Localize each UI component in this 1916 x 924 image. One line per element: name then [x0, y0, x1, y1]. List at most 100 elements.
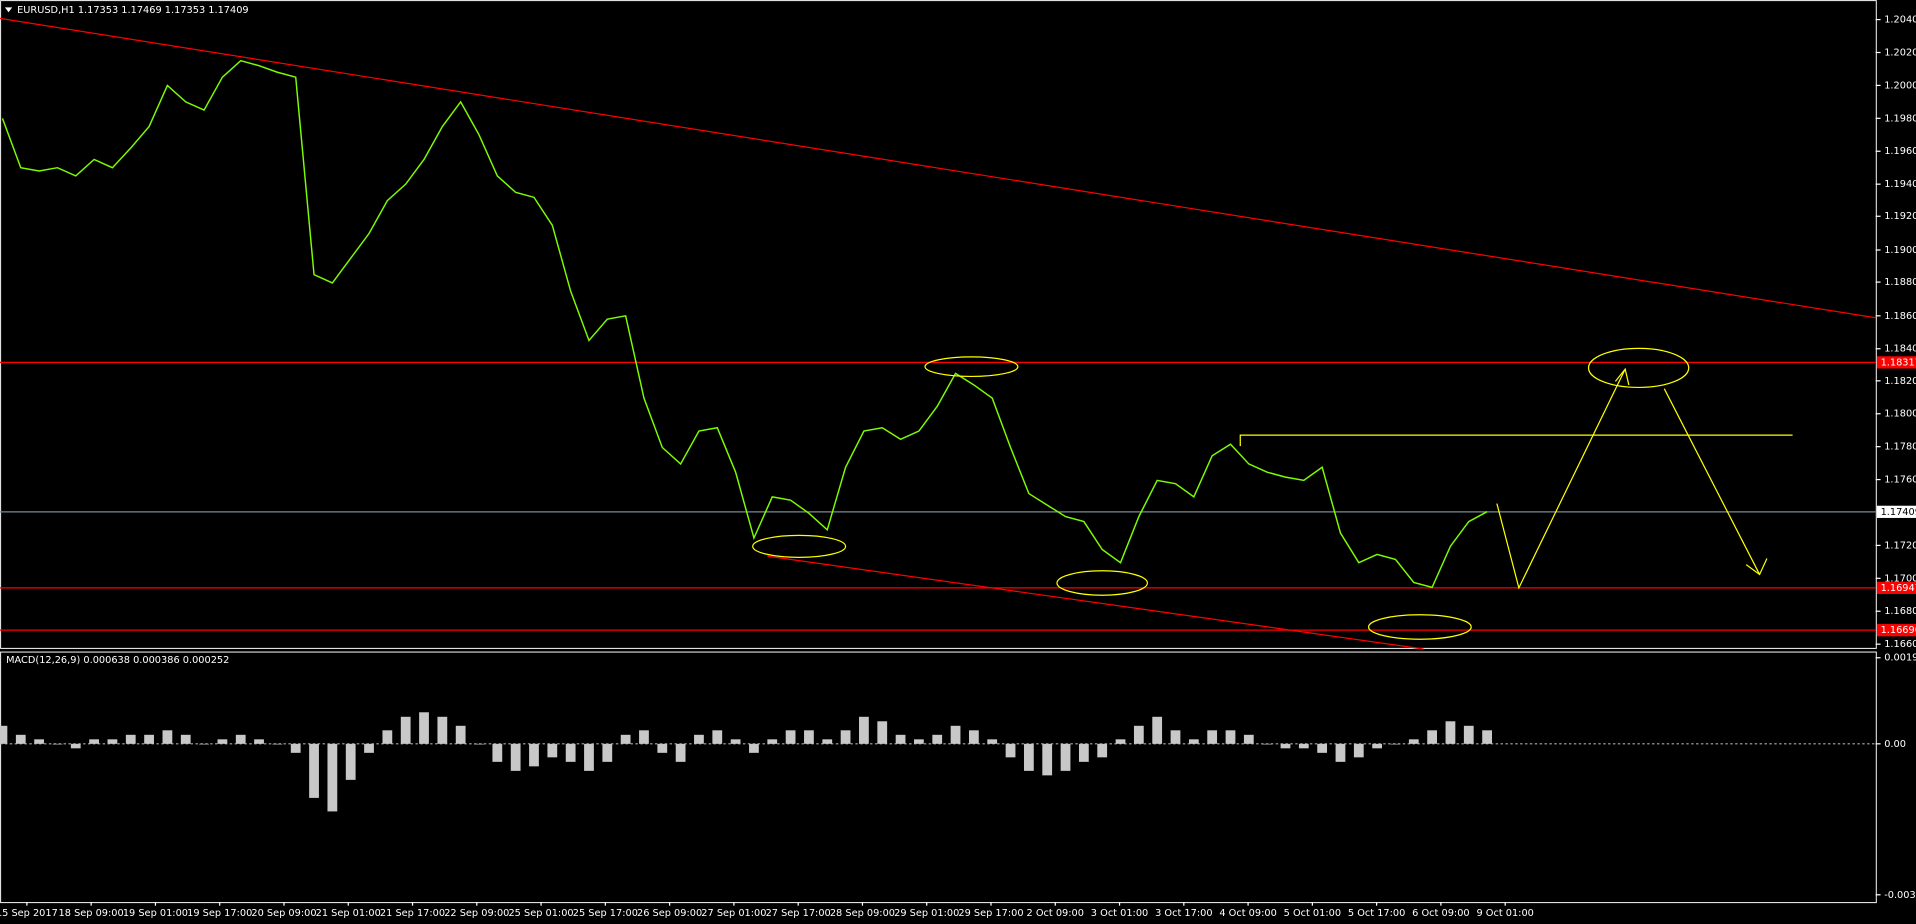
x-tick-label: 5 Oct 17:00 — [1348, 908, 1405, 919]
y-tick-label: 1.19800 — [1884, 113, 1916, 124]
macd-bar — [455, 725, 466, 744]
macd-bar — [89, 739, 99, 744]
macd-bar — [345, 743, 356, 780]
y-tick-label: 1.17005 — [1884, 573, 1916, 584]
x-tick-label: 20 Sep 09:00 — [251, 908, 316, 919]
macd-bar — [675, 743, 686, 762]
macd-bar — [1298, 743, 1309, 749]
x-tick-label: 29 Sep 17:00 — [958, 908, 1023, 919]
macd-bar — [107, 739, 118, 744]
y-tick-label: 1.19400 — [1884, 179, 1916, 190]
macd-bar — [1427, 730, 1437, 744]
macd-bar — [1188, 739, 1199, 744]
y-tick-label: 0.00 — [1884, 739, 1906, 750]
macd-bar — [437, 716, 448, 744]
macd-bar — [510, 743, 521, 771]
macd-bar — [1353, 743, 1364, 758]
x-tick-label: 6 Oct 09:00 — [1412, 908, 1469, 919]
upper-trendline — [0, 17, 1876, 319]
x-tick-label: 27 Sep 17:00 — [766, 908, 831, 919]
macd-bar — [1408, 739, 1419, 744]
x-tick-label: 19 Sep 17:00 — [187, 908, 252, 919]
y-tick-label: 1.20200 — [1884, 47, 1916, 58]
resistance-line — [1239, 434, 1793, 447]
macd-bar — [712, 730, 723, 744]
macd-bar — [968, 730, 979, 744]
macd-bar — [492, 743, 503, 762]
macd-bar — [602, 743, 613, 762]
macd-bar — [1152, 716, 1163, 744]
macd-bar — [1225, 730, 1236, 744]
price-level-box — [1876, 581, 1916, 594]
macd-bar — [639, 730, 649, 744]
macd-bar — [144, 734, 154, 744]
last-price-box — [1876, 505, 1916, 518]
menu-triangle[interactable] — [4, 7, 13, 13]
last-price-label: 1.17409 — [1881, 507, 1916, 518]
main-frame — [0, 0, 1877, 649]
x-tick-label: 26 Sep 09:00 — [637, 908, 702, 919]
macd-bar — [235, 734, 246, 744]
y-tick-label: 1.17605 — [1884, 475, 1916, 486]
macd-bar — [162, 730, 173, 744]
x-tick-label: 28 Sep 09:00 — [830, 908, 895, 919]
macd-bar — [620, 734, 631, 744]
macd-bar — [1335, 743, 1346, 762]
y-tick-label: 1.20000 — [1884, 80, 1916, 91]
x-tick-label: 25 Sep 01:00 — [508, 908, 573, 919]
x-tick-label: 21 Sep 01:00 — [316, 908, 381, 919]
macd-bar — [584, 743, 594, 771]
macd-bar — [1463, 725, 1474, 744]
macd-bar — [327, 743, 338, 812]
chart-title: EURUSD,H1 1.17353 1.17469 1.17353 1.1740… — [17, 5, 249, 16]
macd-bar — [914, 739, 924, 744]
macd-bar — [15, 734, 26, 744]
annotations — [0, 17, 1876, 650]
y-tick-label: 1.19205 — [1884, 211, 1916, 222]
macd-bar — [950, 725, 961, 744]
y-tick-label: 1.16605 — [1884, 639, 1916, 650]
macd-bar — [730, 739, 741, 744]
macd-bar — [1170, 730, 1181, 744]
macd-bar — [272, 743, 283, 745]
macd-bar — [1060, 743, 1071, 771]
macd-bar — [877, 721, 888, 744]
price-level-label: 1.16690 — [1881, 625, 1916, 636]
forecast-down — [1663, 388, 1761, 575]
macd-title: MACD(12,26,9) 0.000638 0.000386 0.000252 — [6, 655, 229, 666]
macd-bar — [1023, 743, 1034, 771]
x-tick-label: 3 Oct 01:00 — [1091, 908, 1148, 919]
macd-bar — [364, 743, 374, 753]
ellipse — [1587, 347, 1690, 389]
macd-bar — [1445, 721, 1456, 744]
x-tick-label: 29 Sep 01:00 — [894, 908, 959, 919]
y-tick-label: 1.18400 — [1884, 344, 1916, 355]
ellipse — [752, 534, 847, 558]
y-tick-label: 0.00191 — [1884, 653, 1916, 664]
macd-bar — [1097, 743, 1108, 758]
ellipse — [1056, 570, 1149, 596]
y-tick-label: 1.18205 — [1884, 376, 1916, 387]
macd-bar — [822, 739, 833, 744]
macd-bar — [217, 739, 228, 744]
arrowhead — [1614, 367, 1630, 386]
macd-bar — [1005, 743, 1016, 758]
macd-bar — [785, 730, 796, 744]
x-tick-label: 2 Oct 09:00 — [1027, 908, 1084, 919]
macd-bar — [767, 739, 778, 744]
macd-bar — [1078, 743, 1089, 762]
macd-bar — [309, 743, 319, 798]
macd-bar — [804, 730, 814, 744]
y-tick-label: 1.17205 — [1884, 540, 1916, 551]
macd-bar — [34, 739, 44, 744]
macd-bar — [52, 743, 63, 745]
macd-bar — [1317, 743, 1328, 753]
macd-bar — [1262, 743, 1273, 745]
x-tick-label: 25 Sep 17:00 — [573, 908, 638, 919]
macd-bar — [547, 743, 558, 758]
macd-bar — [419, 712, 429, 744]
price-level-label: 1.16947 — [1881, 583, 1916, 594]
macd-bar — [125, 734, 136, 744]
